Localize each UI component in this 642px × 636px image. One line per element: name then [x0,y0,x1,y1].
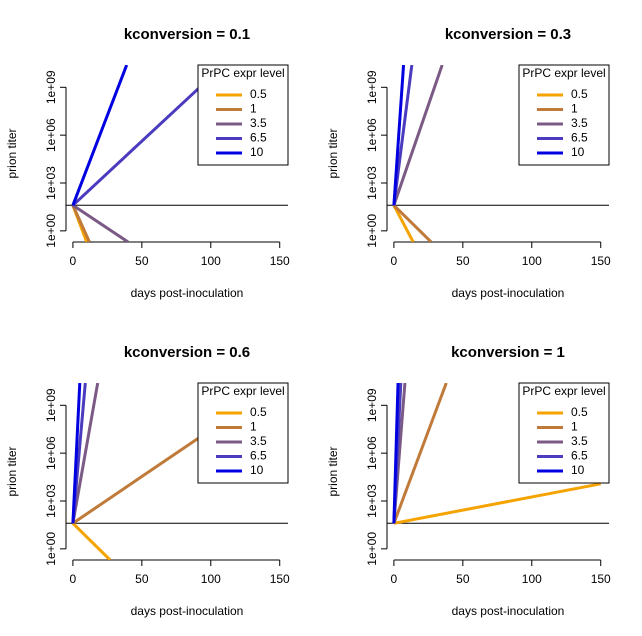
y-tick-label: 1e+03 [44,484,58,518]
y-axis-label: prion titer [326,128,340,178]
legend-box [197,382,289,484]
series-line [392,65,444,206]
x-tick-label: 50 [135,572,149,586]
panel: kconversion = 0.6 days post-inoculation pr… [5,344,290,618]
legend-label: 0.5 [571,405,588,419]
y-tick-label: 1e+09 [365,388,379,422]
y-tick-label: 1e+03 [44,166,58,200]
panel: kconversion = 1 days post-inoculation prio… [326,344,611,618]
legend-label: 1 [571,420,578,434]
legend-label: 0.5 [250,87,267,101]
y-tick-label: 1e+00 [365,214,379,248]
series-line [393,482,602,525]
plot-area [387,383,609,525]
legend-title: PrPC expr level [201,384,284,398]
legend-label: 3.5 [571,116,588,130]
legend-label: 0.5 [571,87,588,101]
legend-box [197,64,289,166]
panel-title: kconversion = 0.3 [445,26,571,43]
legend-label: 3.5 [250,116,267,130]
y-tick-label: 1e+06 [44,436,58,470]
legend-label: 10 [250,145,264,159]
legend-box [518,64,610,166]
legend-label: 6.5 [250,449,267,463]
y-tick-label: 1e+06 [365,118,379,152]
y-tick-label: 1e+06 [365,436,379,470]
legend-label: 1 [250,102,257,116]
x-tick-label: 150 [591,254,611,268]
series-line [392,383,400,524]
legend-label: 1 [571,102,578,116]
series-line [71,383,100,524]
panel: kconversion = 0.3 days post-inoculation pr… [326,26,611,300]
legend-label: 3.5 [250,434,267,448]
series-line [71,65,129,206]
x-tick-label: 150 [270,254,290,268]
y-tick-label: 1e+03 [365,166,379,200]
y-tick-label: 1e+09 [44,70,58,104]
y-tick-label: 1e+09 [365,70,379,104]
panel-title: kconversion = 1 [451,344,565,361]
y-tick-label: 1e+09 [44,388,58,422]
legend-title: PrPC expr level [201,66,284,80]
x-tick-label: 50 [456,254,470,268]
legend-box [518,382,610,484]
series-line [392,383,448,524]
series-line [71,383,82,524]
legend-label: 6.5 [571,131,588,145]
x-tick-label: 0 [70,572,77,586]
legend-label: 10 [250,463,264,477]
x-axis-label: days post-inoculation [131,286,244,300]
series-line [392,204,433,242]
y-tick-label: 1e+00 [365,532,379,566]
legend-title: PrPC expr level [522,384,605,398]
x-tick-label: 100 [201,572,221,586]
legend-title: PrPC expr level [522,66,605,80]
x-tick-label: 150 [591,572,611,586]
legend-label: 0.5 [250,405,267,419]
series-line [71,522,112,560]
series-line [392,204,415,242]
y-tick-label: 1e+00 [44,214,58,248]
legend-label: 3.5 [571,434,588,448]
x-tick-label: 50 [135,254,149,268]
panel-title: kconversion = 0.1 [124,26,250,43]
legend-label: 1 [250,420,257,434]
series-line [72,204,129,242]
x-tick-label: 0 [391,572,398,586]
y-axis-label: prion titer [5,446,19,496]
legend-label: 6.5 [571,449,588,463]
x-tick-label: 100 [522,572,542,586]
x-tick-label: 50 [456,572,470,586]
x-axis-label: days post-inoculation [131,604,244,618]
x-tick-label: 0 [70,254,77,268]
y-tick-label: 1e+06 [44,118,58,152]
y-axis-label: prion titer [5,128,19,178]
x-axis-label: days post-inoculation [452,604,565,618]
plot-area [387,65,609,242]
legend-label: 6.5 [250,131,267,145]
y-tick-label: 1e+00 [44,532,58,566]
legend-label: 10 [571,145,585,159]
series-line [392,65,406,206]
series-line [71,204,91,242]
x-axis-label: days post-inoculation [452,286,565,300]
x-tick-label: 150 [270,572,290,586]
y-tick-label: 1e+03 [365,484,379,518]
panel-title: kconversion = 0.6 [124,344,250,361]
x-tick-label: 100 [201,254,221,268]
y-axis-label: prion titer [326,446,340,496]
x-tick-label: 100 [522,254,542,268]
panel: kconversion = 0.1 days post-inoculation pr… [5,26,290,300]
x-tick-label: 0 [391,254,398,268]
legend-label: 10 [571,463,585,477]
